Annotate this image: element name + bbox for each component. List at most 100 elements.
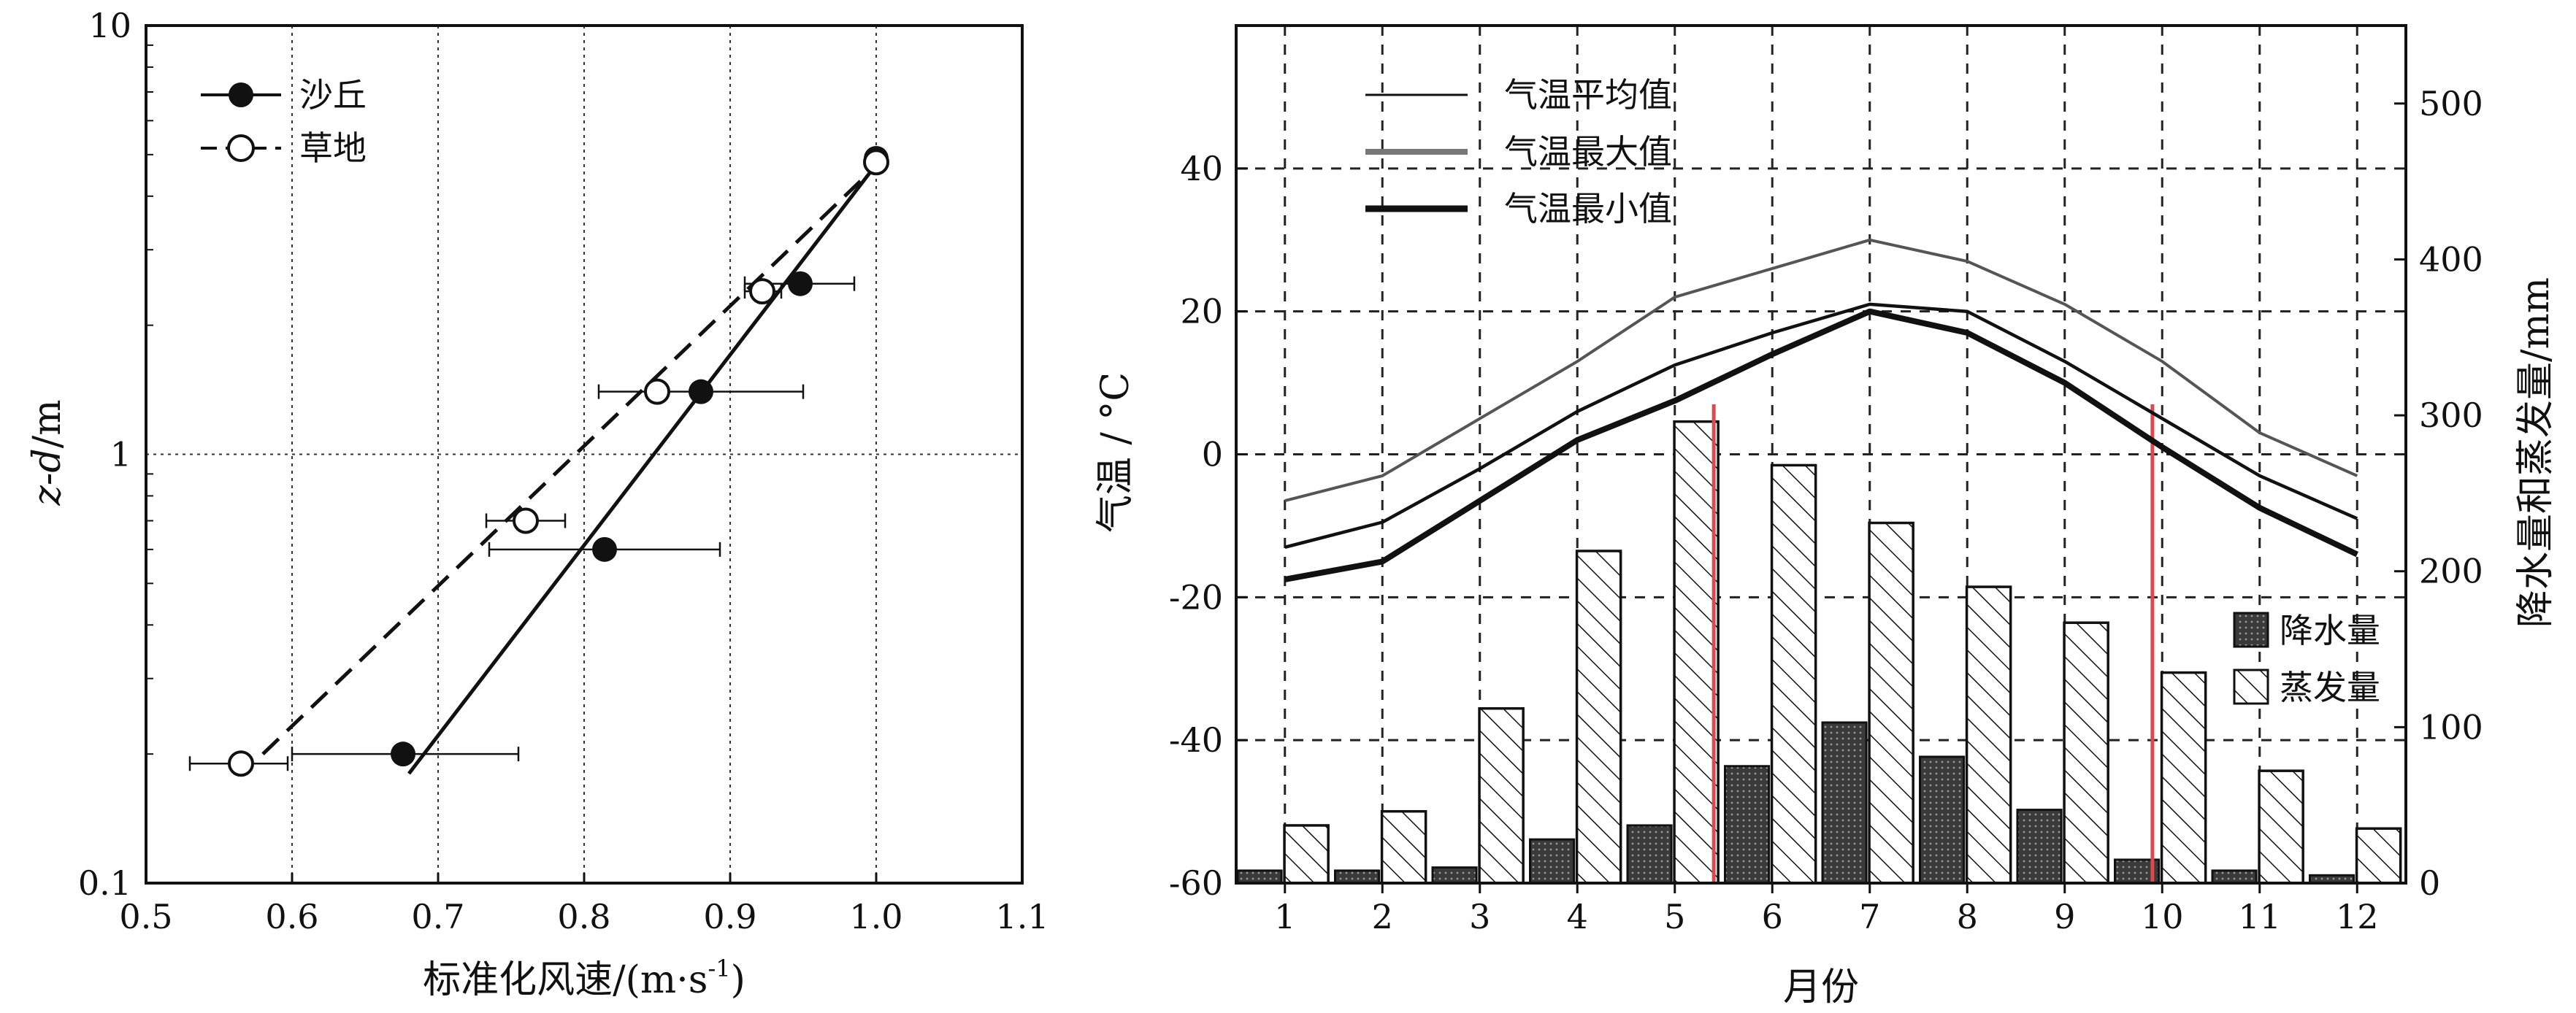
left-chart-ticks: 0.5 0.6 0.7 0.8 0.9 1.0 1.1 0.1 1 10 bbox=[78, 6, 1049, 936]
right-x-tick-label: 1 bbox=[1274, 897, 1295, 936]
right-y-left-tick-label: 20 bbox=[1180, 292, 1223, 331]
left-y-tick-label: 0.1 bbox=[78, 863, 131, 903]
left-chart-points bbox=[228, 146, 889, 777]
legend-label-sand: 沙丘 bbox=[299, 75, 367, 115]
legend-marker-sand bbox=[229, 82, 253, 107]
right-x-tick-label: 5 bbox=[1664, 897, 1685, 936]
point-sand bbox=[592, 536, 617, 562]
point-grass bbox=[228, 750, 254, 777]
right-x-tick-label: 10 bbox=[2141, 897, 2184, 936]
left-x-tick-label: 1.1 bbox=[995, 897, 1049, 936]
bar-precipitation bbox=[1334, 869, 1381, 885]
right-y-right-tick-label: 300 bbox=[2419, 396, 2483, 435]
right-chart-bars bbox=[1236, 420, 2402, 885]
right-x-tick-label: 6 bbox=[1762, 897, 1783, 936]
bar-evaporation bbox=[2063, 621, 2109, 885]
bar-evaporation bbox=[1673, 420, 1720, 885]
point-sand bbox=[391, 742, 415, 767]
temperature-min-line bbox=[1284, 308, 2359, 582]
bar-evaporation bbox=[1478, 706, 1525, 885]
right-x-tick-label: 11 bbox=[2238, 897, 2281, 936]
right-y-left-tick-label: 0 bbox=[1202, 435, 1223, 474]
right-chart-temperature-lines bbox=[1284, 238, 2359, 582]
right-chart-ticks: 1 2 3 4 5 6 7 8 9 10 11 12-60-40-200204001002003004… bbox=[1169, 84, 2483, 936]
legend-label-min: 气温最小值 bbox=[1504, 189, 1672, 228]
left-y-axis-label: z-d/m bbox=[26, 399, 69, 506]
temperature-mean-line bbox=[1284, 302, 2358, 549]
right-x-tick-label: 12 bbox=[2336, 897, 2379, 936]
bar-precipitation bbox=[1724, 765, 1771, 885]
right-y-left-tick-label: -20 bbox=[1169, 577, 1223, 617]
left-x-tick-label: 0.9 bbox=[703, 897, 756, 936]
temperature-max-line bbox=[1284, 238, 2358, 503]
bar-evaporation bbox=[1868, 521, 1914, 885]
point-sand bbox=[788, 271, 813, 296]
left-chart-legend: 沙丘 草地 bbox=[201, 75, 367, 168]
bar-evaporation bbox=[1575, 550, 1622, 885]
bar-precipitation bbox=[1529, 838, 1576, 885]
right-y-axis-right-label: 降水量和蒸发量/mm bbox=[2514, 277, 2558, 628]
point-grass bbox=[749, 278, 775, 305]
point-grass bbox=[863, 149, 889, 176]
bar-evaporation bbox=[2160, 671, 2207, 885]
right-y-right-tick-label: 200 bbox=[2419, 552, 2483, 591]
right-chart-grid bbox=[1236, 26, 2406, 883]
bar-precipitation bbox=[1236, 869, 1283, 885]
right-y-right-tick-label: 0 bbox=[2419, 863, 2440, 903]
left-chart-grid bbox=[146, 26, 1022, 883]
right-chart-red-markers bbox=[1711, 404, 2155, 883]
right-x-tick-label: 3 bbox=[1469, 897, 1490, 936]
right-y-left-tick-label: -40 bbox=[1169, 720, 1223, 760]
bar-evaporation bbox=[1965, 585, 2012, 885]
bar-precipitation bbox=[1431, 866, 1478, 885]
left-x-axis-label: 标准化风速/(m·s-1) bbox=[423, 955, 745, 1002]
bar-precipitation bbox=[1821, 721, 1868, 885]
right-x-tick-label: 4 bbox=[1567, 897, 1588, 936]
legend-label-precip: 降水量 bbox=[2280, 611, 2380, 650]
right-y-right-tick-label: 100 bbox=[2419, 707, 2483, 747]
legend-swatch-precip bbox=[2233, 612, 2269, 648]
fit-line-grass bbox=[261, 169, 873, 755]
point-grass bbox=[513, 507, 539, 534]
point-grass bbox=[644, 378, 670, 405]
legend-swatch-evap bbox=[2233, 669, 2269, 705]
fit-line-sand bbox=[407, 169, 873, 775]
bar-evaporation bbox=[2258, 769, 2304, 885]
legend-label-grass: 草地 bbox=[299, 128, 367, 168]
right-y-right-tick-label: 500 bbox=[2419, 84, 2483, 123]
left-chart-fit-lines bbox=[261, 169, 873, 775]
right-x-tick-label: 7 bbox=[1859, 897, 1880, 936]
bar-evaporation bbox=[1770, 463, 1817, 885]
left-x-tick-label: 1.0 bbox=[849, 897, 902, 936]
left-x-tick-label: 0.5 bbox=[119, 897, 172, 936]
left-x-tick-label: 0.7 bbox=[411, 897, 464, 936]
right-chart-line-legend: 气温平均值 气温最大值 气温最小值 bbox=[1365, 75, 1672, 228]
right-x-tick-label: 8 bbox=[1957, 897, 1978, 936]
bar-precipitation bbox=[1626, 824, 1673, 885]
right-x-tick-label: 2 bbox=[1372, 897, 1393, 936]
right-x-tick-label: 9 bbox=[2054, 897, 2075, 936]
bar-precipitation bbox=[1919, 755, 1966, 885]
right-y-left-tick-label: -60 bbox=[1169, 863, 1223, 903]
right-y-right-tick-label: 400 bbox=[2419, 239, 2483, 279]
left-x-tick-label: 0.6 bbox=[265, 897, 318, 936]
legend-label-evap: 蒸发量 bbox=[2280, 668, 2380, 707]
bar-precipitation bbox=[2016, 809, 2063, 885]
right-chart: 1 2 3 4 5 6 7 8 9 10 11 12-60-40-200204001002003004… bbox=[1094, 24, 2558, 1009]
bar-evaporation bbox=[1283, 824, 1330, 885]
right-y-axis-left-label: 气温 / °C bbox=[1094, 372, 1138, 533]
legend-label-mean: 气温平均值 bbox=[1504, 75, 1672, 115]
right-x-axis-label: 月份 bbox=[1783, 966, 1859, 1009]
left-x-tick-label: 0.8 bbox=[557, 897, 610, 936]
left-chart: 0.5 0.6 0.7 0.8 0.9 1.0 1.1 0.1 1 10 标准化风速/(m·s-1… bbox=[26, 6, 1049, 1002]
bar-evaporation bbox=[1380, 809, 1427, 885]
point-sand bbox=[689, 379, 713, 404]
legend-label-max: 气温最大值 bbox=[1504, 132, 1672, 172]
right-chart-bar-legend: 降水量 蒸发量 bbox=[2233, 611, 2380, 707]
legend-marker-grass bbox=[227, 134, 255, 162]
bar-precipitation bbox=[2211, 869, 2258, 885]
right-y-left-tick-label: 40 bbox=[1180, 149, 1223, 188]
bar-evaporation bbox=[2355, 827, 2402, 885]
left-y-tick-label: 10 bbox=[88, 6, 131, 45]
